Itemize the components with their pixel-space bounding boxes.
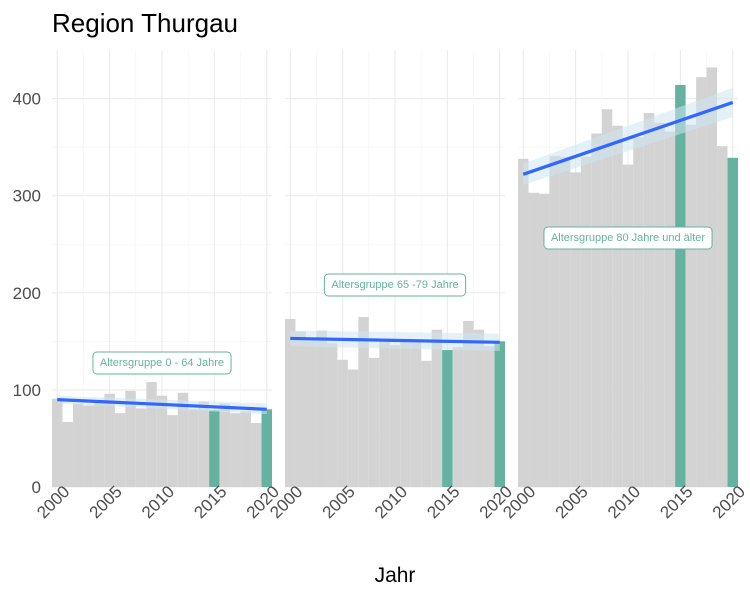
bar <box>177 392 189 487</box>
bar <box>717 146 728 487</box>
x-tick-label: 2015 <box>423 482 463 522</box>
annotation-box <box>323 273 467 297</box>
bar <box>125 390 136 487</box>
trend-line <box>522 100 734 176</box>
annotation-text: Altersgruppe 65 -79 Jahre <box>331 279 458 291</box>
bar <box>601 109 613 487</box>
confidence-band <box>523 87 733 185</box>
bar <box>452 347 464 487</box>
x-tick-label: 2005 <box>552 482 592 522</box>
highlight-bar <box>494 341 505 487</box>
bar <box>114 413 126 487</box>
bar <box>316 330 327 487</box>
bar <box>326 343 338 487</box>
highlight-bar <box>261 409 272 487</box>
bar <box>580 156 592 488</box>
y-tick-label: 300 <box>13 187 41 206</box>
bar <box>518 158 529 487</box>
trend-line <box>290 336 500 344</box>
panel-annotation: Altersgruppe 0 - 64 Jahre <box>92 351 232 375</box>
bar <box>305 339 317 487</box>
bar <box>528 192 539 487</box>
bar <box>104 393 115 487</box>
x-axis-title: Jahr <box>375 564 416 587</box>
highlight-bar <box>727 157 738 487</box>
bar <box>135 408 147 487</box>
highlight-bar <box>442 350 453 487</box>
highlight-bar <box>209 410 220 487</box>
bar <box>570 172 581 488</box>
annotation-text: Altersgruppe 80 Jahre und älter <box>551 232 705 244</box>
bar <box>538 193 550 488</box>
y-tick-label: 0 <box>32 478 41 497</box>
bar <box>167 415 178 487</box>
bar <box>72 403 84 487</box>
bar <box>696 77 707 488</box>
trend-line <box>57 398 267 411</box>
bar <box>612 125 623 487</box>
panel-annotation: Altersgruppe 65 -79 Jahre <box>323 273 467 297</box>
bar <box>643 113 655 487</box>
x-tick-label: 2010 <box>604 482 644 522</box>
bar <box>706 67 718 487</box>
bar <box>389 345 401 487</box>
bar <box>473 329 485 487</box>
bar <box>251 422 262 487</box>
bar <box>368 357 380 487</box>
x-tick-label: 2010 <box>371 482 411 522</box>
bar <box>347 369 359 487</box>
bar <box>93 401 105 487</box>
bar <box>198 401 210 487</box>
annotation-text: Altersgruppe 0 - 64 Jahre <box>100 357 224 369</box>
bar <box>146 382 157 487</box>
bar <box>591 133 602 487</box>
plot-area: 0 100 200 300 400 Altersgruppe 0 - 64 Jahre 20… <box>13 50 749 522</box>
bar <box>654 122 665 487</box>
bar <box>685 124 697 487</box>
bar <box>410 342 422 487</box>
bar <box>549 155 560 487</box>
bar <box>230 413 241 487</box>
x-tick-label: 2005 <box>86 482 126 522</box>
x-tick-label: 2020 <box>709 482 749 522</box>
y-tick-label: 200 <box>13 284 41 303</box>
x-tick-label: 2005 <box>319 482 359 522</box>
bar <box>431 329 443 487</box>
bar <box>421 360 432 487</box>
bar <box>62 421 73 487</box>
panel-annotation: Altersgruppe 80 Jahre und älter <box>543 226 713 250</box>
bar <box>83 405 94 487</box>
bar <box>633 137 644 487</box>
bar <box>337 359 348 487</box>
bar <box>219 403 231 487</box>
highlight-bar <box>675 84 686 488</box>
bar <box>285 318 296 487</box>
bar <box>295 331 306 487</box>
annotation-box <box>543 226 713 250</box>
bar <box>188 409 199 487</box>
bar <box>400 340 411 487</box>
bar <box>52 398 63 487</box>
bar <box>240 411 252 487</box>
bar <box>156 395 168 487</box>
x-tick-label: 2010 <box>138 482 178 522</box>
y-tick-label: 100 <box>13 381 41 400</box>
bar <box>379 339 390 487</box>
bar <box>463 320 474 487</box>
y-tick-label: 400 <box>13 90 41 109</box>
annotation-box <box>92 351 232 375</box>
bar <box>484 346 495 487</box>
x-tick-label: 2015 <box>656 482 696 522</box>
bar <box>358 317 369 487</box>
bar <box>664 131 676 487</box>
bar <box>559 156 571 488</box>
x-tick-label: 2015 <box>190 482 230 522</box>
chart-title: Region Thurgau <box>52 8 238 38</box>
bar <box>622 164 634 487</box>
